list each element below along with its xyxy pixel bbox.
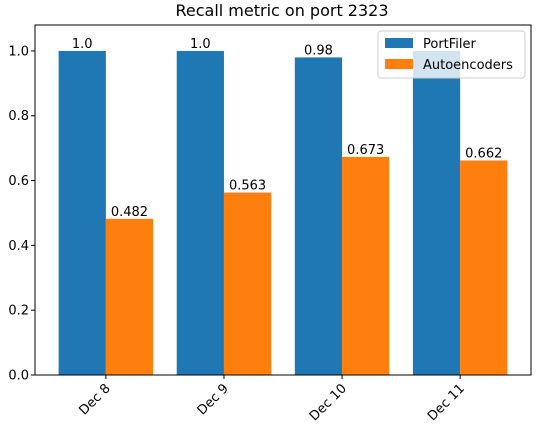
x-tick-label-1: Dec 9 xyxy=(195,381,232,418)
data-label-0-1: 1.0 xyxy=(190,37,211,52)
legend-box xyxy=(377,30,526,79)
x-tick-label-3: Dec 11 xyxy=(425,381,468,424)
legend-swatch-0 xyxy=(385,38,413,48)
bar-0-1 xyxy=(176,50,224,375)
x-tick-label-2: Dec 10 xyxy=(307,381,350,424)
x-tick-label-0: Dec 8 xyxy=(77,381,114,418)
y-tick-label-5: 1.0 xyxy=(8,44,29,59)
y-tick-label-4: 0.8 xyxy=(8,109,29,124)
y-tick-label-1: 0.2 xyxy=(8,304,29,319)
legend-label-1: Autoencoders xyxy=(423,58,513,73)
legend-swatch-1 xyxy=(385,59,413,69)
data-labels-group: 1.0 1.0 0.98 0.482 0.563 0.673 0.662 xyxy=(72,37,502,220)
y-tick-label-3: 0.6 xyxy=(8,174,29,189)
bar-0-0 xyxy=(58,50,106,375)
bar-0-3 xyxy=(412,50,461,375)
data-label-1-3: 0.662 xyxy=(465,146,502,161)
chart-title: Recall metric on port 2323 xyxy=(175,1,388,20)
x-axis: Dec 8 Dec 9 Dec 10 Dec 11 xyxy=(77,375,468,424)
legend: PortFiler Autoencoders xyxy=(377,30,526,79)
y-tick-label-2: 0.4 xyxy=(8,239,29,254)
bar-1-3 xyxy=(460,160,508,375)
bars-group xyxy=(58,50,508,375)
bar-0-2 xyxy=(294,57,343,375)
data-label-1-2: 0.673 xyxy=(347,143,384,158)
legend-label-0: PortFiler xyxy=(423,37,477,52)
data-label-0-2: 0.98 xyxy=(304,43,333,58)
bar-1-0 xyxy=(105,218,154,375)
bar-1-1 xyxy=(223,192,272,375)
data-label-0-0: 1.0 xyxy=(72,37,93,52)
bar-1-2 xyxy=(342,156,390,375)
y-tick-label-0: 0.0 xyxy=(8,369,29,384)
y-axis: 0.0 0.2 0.4 0.6 0.8 1.0 xyxy=(8,44,35,384)
data-label-1-0: 0.482 xyxy=(111,205,148,220)
data-label-1-1: 0.563 xyxy=(229,179,266,194)
plot-frame xyxy=(34,24,532,376)
